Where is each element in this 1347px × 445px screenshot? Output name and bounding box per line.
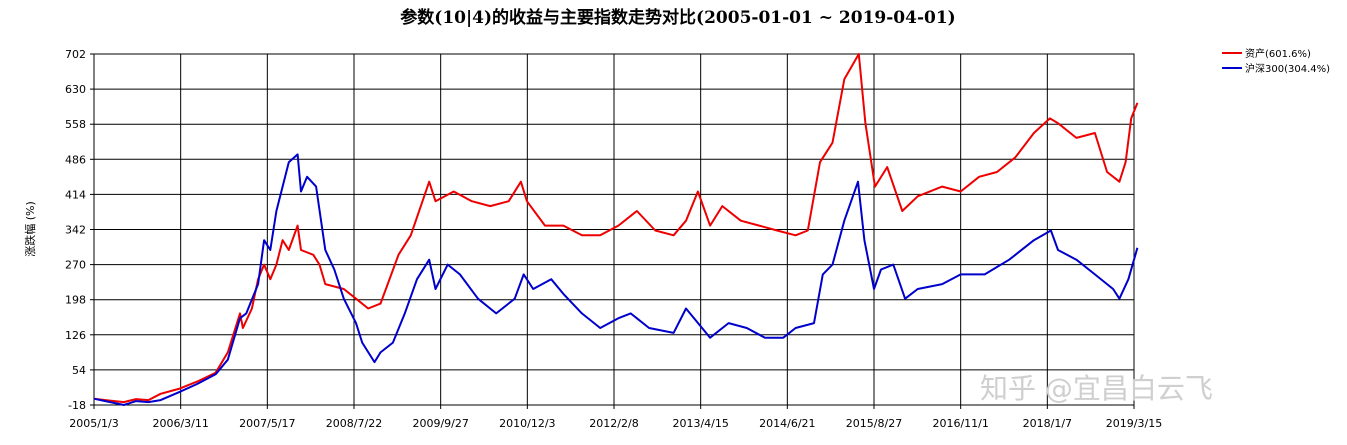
y-tick-label: -18: [68, 399, 86, 412]
y-tick-label: 702: [65, 48, 86, 61]
y-axis-label: 涨跌幅 (%): [23, 201, 37, 257]
y-tick-label: 198: [65, 294, 86, 307]
x-tick-label: 2019/3/15: [1106, 417, 1162, 430]
series-line-hs300: [93, 153, 1139, 406]
x-tick-label: 2015/8/27: [846, 417, 902, 430]
x-tick-label: 2016/11/1: [932, 417, 988, 430]
y-axis-ticks: -18 54 126 198 270 342 414 486 558 630 702: [65, 48, 94, 412]
y-tick-label: 342: [65, 224, 86, 237]
legend: 资产(601.6%) 沪深300(304.4%): [1222, 47, 1330, 75]
chart-title: 参数(10|4)的收益与主要指数走势对比(2005-01-01 ~ 2019-0…: [400, 7, 955, 28]
x-tick-label: 2013/4/15: [672, 417, 728, 430]
x-tick-label: 2006/3/11: [152, 417, 208, 430]
grid: [93, 53, 1135, 406]
legend-label-asset: 资产(601.6%): [1245, 47, 1311, 60]
x-tick-label: 2005/1/3: [69, 417, 118, 430]
y-tick-label: 126: [65, 329, 86, 342]
x-tick-label: 2008/7/22: [326, 417, 382, 430]
y-tick-label: 630: [65, 83, 86, 96]
y-tick-label: 486: [65, 153, 86, 166]
x-tick-label: 2009/9/27: [412, 417, 468, 430]
x-tick-label: 2012/2/8: [589, 417, 638, 430]
x-tick-label: 2007/5/17: [239, 417, 295, 430]
x-tick-label: 2018/1/7: [1023, 417, 1072, 430]
legend-label-hs300: 沪深300(304.4%): [1245, 62, 1330, 75]
y-tick-label: 558: [65, 118, 86, 131]
watermark: 知乎 @宜昌白云飞: [980, 372, 1213, 405]
x-axis-ticks: 2005/1/3 2006/3/11 2007/5/17 2008/7/22 2009/…: [69, 405, 1162, 430]
y-tick-label: 54: [72, 364, 86, 377]
y-tick-label: 414: [65, 188, 86, 201]
x-tick-label: 2010/12/3: [499, 417, 555, 430]
x-tick-label: 2014/6/21: [759, 417, 815, 430]
series-line-asset: [93, 53, 1139, 404]
series-layer: [93, 53, 1139, 406]
y-tick-label: 270: [65, 259, 86, 272]
